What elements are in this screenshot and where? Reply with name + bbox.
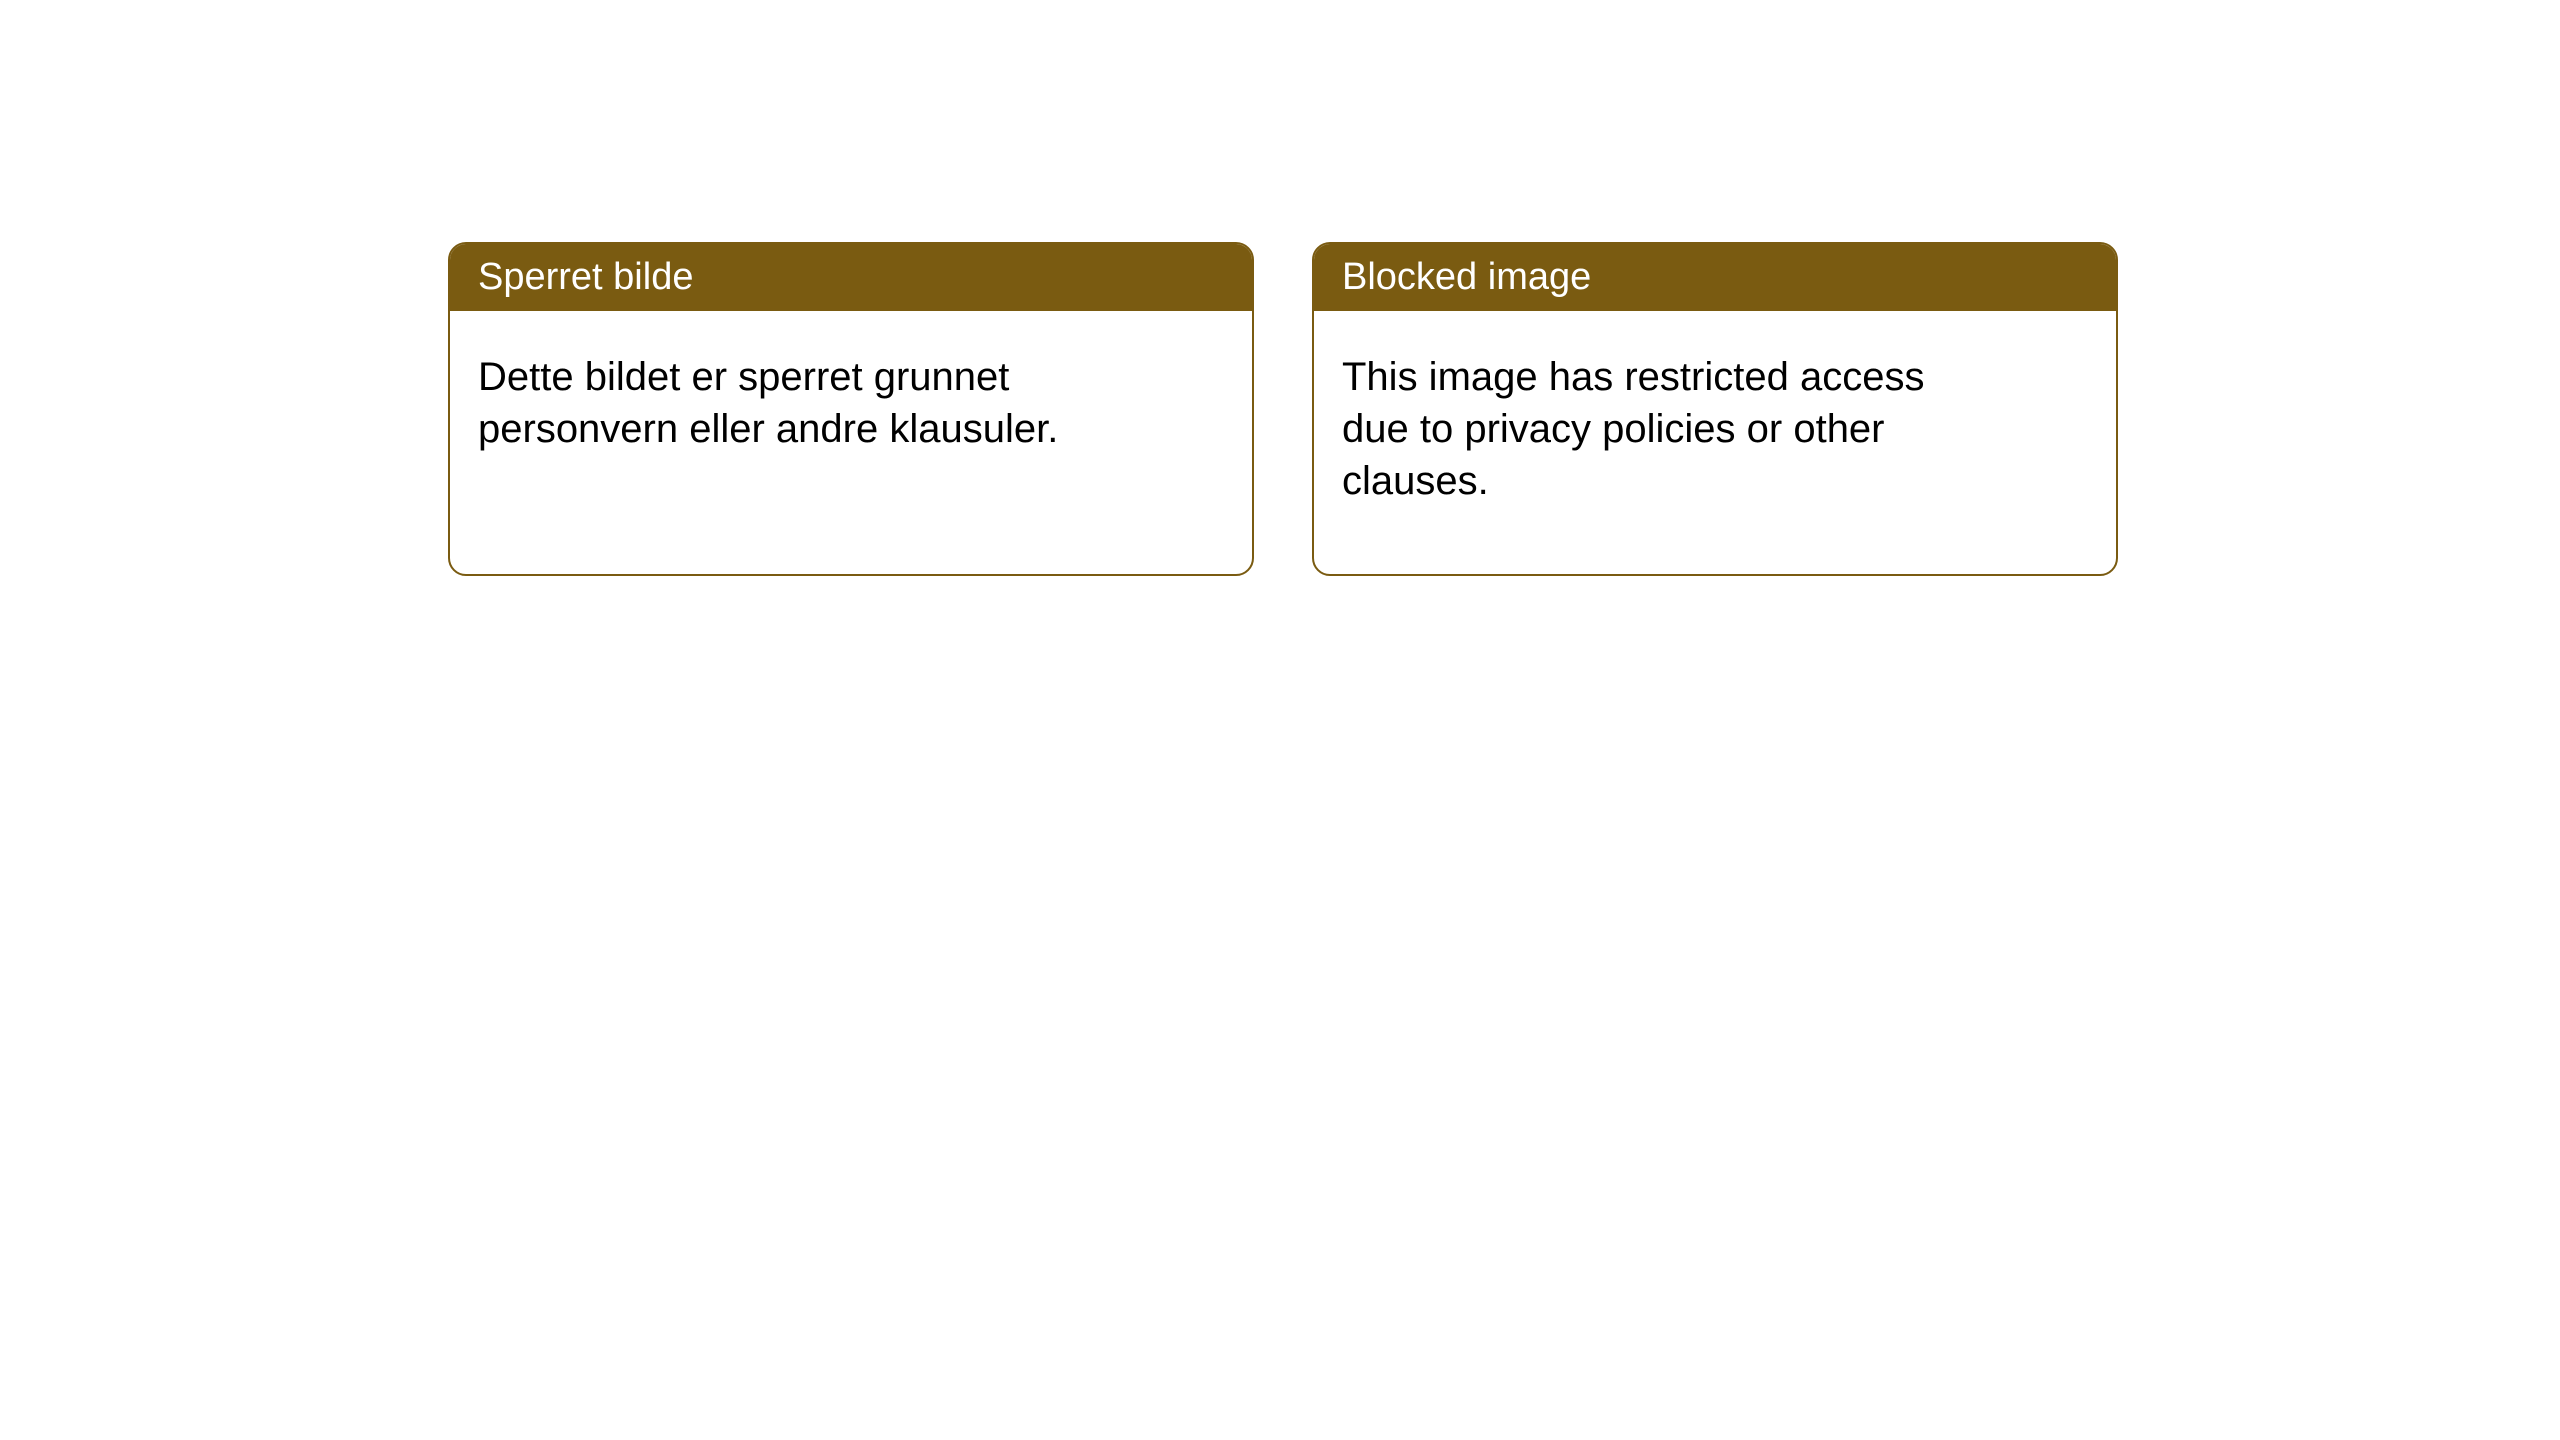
notice-container: Sperret bilde Dette bildet er sperret gr… [0, 0, 2560, 576]
notice-title: Blocked image [1314, 244, 2116, 311]
notice-body: Dette bildet er sperret grunnet personve… [450, 311, 1130, 495]
notice-title: Sperret bilde [450, 244, 1252, 311]
notice-body: This image has restricted access due to … [1314, 311, 1994, 547]
notice-card-norwegian: Sperret bilde Dette bildet er sperret gr… [448, 242, 1254, 576]
notice-card-english: Blocked image This image has restricted … [1312, 242, 2118, 576]
